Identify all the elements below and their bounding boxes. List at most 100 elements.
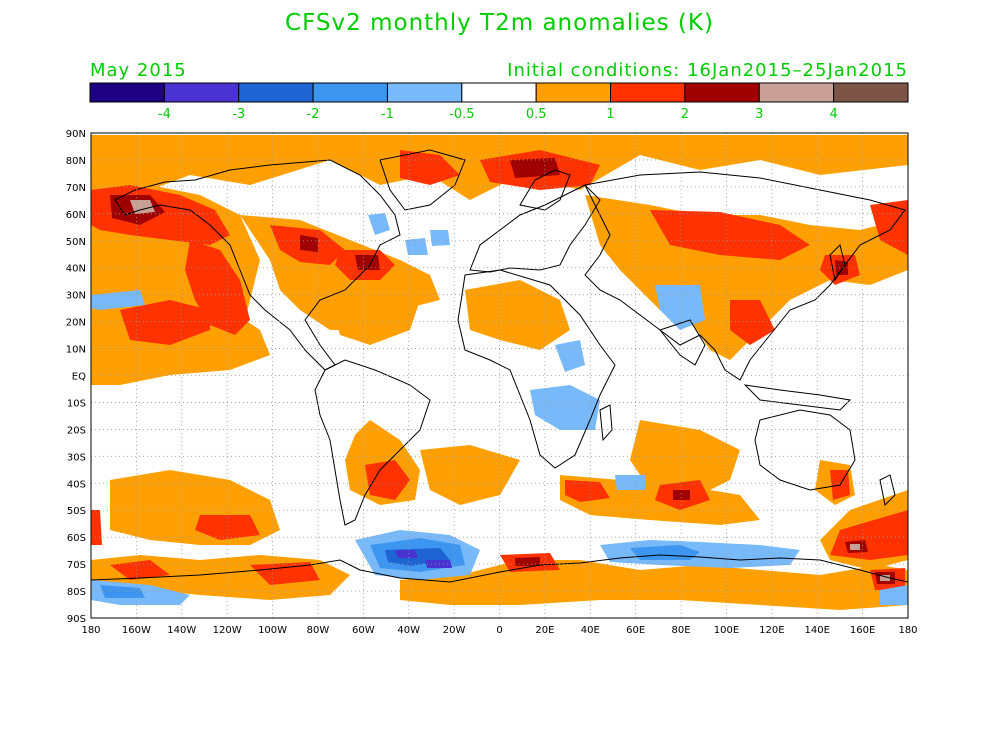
coast-indonesia [743, 384, 852, 411]
anomaly-fields [91, 135, 908, 610]
longitude-labels: 180 160W 140W 120W 100W 80W 60W 40W 20W 0 20E 40E 60… [81, 625, 917, 636]
lon-label: 100E [714, 625, 739, 636]
n-atlantic-cool [405, 238, 428, 255]
legend-label: 4 [829, 107, 837, 122]
legend-swatch [833, 82, 909, 103]
lat-label: 90N [66, 129, 86, 140]
arabia-cool [655, 285, 705, 330]
s-atlantic-cool [615, 475, 645, 490]
lon-label: 40W [397, 625, 420, 636]
cool-anomaly-deep [395, 550, 452, 568]
lon-label: 120W [213, 625, 242, 636]
warm-anomaly-orange [91, 135, 908, 610]
lon-label: 180 [81, 625, 100, 636]
lon-label: 20W [443, 625, 466, 636]
lon-label: 80E [672, 625, 691, 636]
warm-anomaly-brown [130, 200, 890, 581]
central-africa-cool [530, 385, 600, 430]
lon-label: 160E [850, 625, 875, 636]
lat-label: 40S [67, 479, 86, 490]
us-west-coast-warm [185, 240, 250, 335]
lat-label: 40N [66, 264, 86, 275]
argentina-warm [365, 460, 410, 500]
lat-label: 60S [67, 533, 86, 544]
legend-label: 0.5 [526, 107, 547, 122]
s-atlantic-warm-core [565, 480, 610, 502]
lat-label: 70N [66, 183, 86, 194]
legend-label: -0.5 [449, 107, 474, 122]
lon-label: 160W [122, 625, 151, 636]
legend-label: 3 [755, 107, 763, 122]
map-title: CFSv2 monthly T2m anomalies (K) [285, 10, 714, 36]
great-lakes-darkred [355, 255, 380, 270]
lon-label: 180 [898, 625, 917, 636]
southern-pacific-warm [195, 515, 260, 540]
lon-label: 40E [581, 625, 600, 636]
antarctic-warm [400, 560, 908, 610]
coast-india [659, 319, 706, 366]
weddell-darkred [515, 557, 540, 566]
legend-label: -1 [381, 107, 394, 122]
initial-conditions: Initial conditions: 16Jan2015–25Jan2015 [507, 60, 908, 81]
lat-label: EQ [72, 372, 86, 383]
lon-label: 0 [496, 625, 502, 636]
coast-japan [829, 244, 846, 282]
lon-label: 60E [626, 625, 645, 636]
n-atlantic-warm [330, 295, 420, 345]
lon-label: 120E [759, 625, 784, 636]
lon-label: 140E [805, 625, 830, 636]
latitude-labels: 90N 80N 70N 60N 50N 40N 30N 20N 10N EQ 10S 20S 30S 40… [66, 129, 86, 625]
coast-asia [584, 171, 906, 381]
siberia-warm [650, 210, 810, 260]
coastlines [91, 149, 908, 583]
lat-label: 60N [66, 210, 86, 221]
labrador-cool [368, 213, 390, 235]
se-pacific-brown [850, 544, 860, 550]
ross-ice-cool [880, 585, 908, 605]
ross-sea-cool-mid [100, 585, 145, 598]
lat-label: 80S [67, 587, 86, 598]
lat-label: 50N [66, 237, 86, 248]
forecast-month: May 2015 [90, 60, 187, 81]
dateline-warm [91, 510, 102, 545]
alaska-brown [130, 200, 155, 214]
coast-madagascar [599, 404, 613, 442]
amundsen-warm [110, 560, 170, 580]
color-legend: -4 -3 -2 -1 -0.5 0.5 1 2 3 4 [89, 82, 909, 122]
bellingshausen-warm [250, 562, 320, 585]
e-asia-warm [730, 300, 775, 345]
lat-label: 20S [67, 425, 86, 436]
graticule [91, 133, 908, 618]
lat-label: 30N [66, 291, 86, 302]
japan-darkred [835, 260, 848, 275]
east-africa-cool [555, 340, 585, 372]
lon-label: 60W [352, 625, 375, 636]
coast-europe [469, 184, 601, 273]
coast-south-america [314, 359, 431, 526]
hudson-darkred [300, 235, 318, 252]
lat-label: 30S [67, 452, 86, 463]
lat-label: 20N [66, 318, 86, 329]
lon-label: 140W [167, 625, 196, 636]
sahara-warm [465, 280, 570, 350]
lat-label: 70S [67, 560, 86, 571]
legend-label: -3 [232, 107, 245, 122]
ne-pacific-warm-core [120, 300, 210, 345]
legend-label: 2 [681, 107, 689, 122]
coast-antarctica [91, 554, 908, 583]
legend-label: -2 [307, 107, 320, 122]
coast-new-zealand [879, 474, 896, 507]
lat-label: 80N [66, 156, 86, 167]
lat-label: 50S [67, 506, 86, 517]
legend-label: 1 [606, 107, 614, 122]
barents-darkred [510, 158, 560, 178]
arctic-russia-warm [400, 150, 460, 185]
coast-greenland [379, 149, 466, 211]
lon-label: 80W [307, 625, 330, 636]
lat-label: 10N [66, 345, 86, 356]
coast-africa [457, 269, 616, 469]
lon-label: 20E [535, 625, 554, 636]
s-indian-darkred [673, 490, 690, 500]
lat-label: 10S [67, 398, 86, 409]
